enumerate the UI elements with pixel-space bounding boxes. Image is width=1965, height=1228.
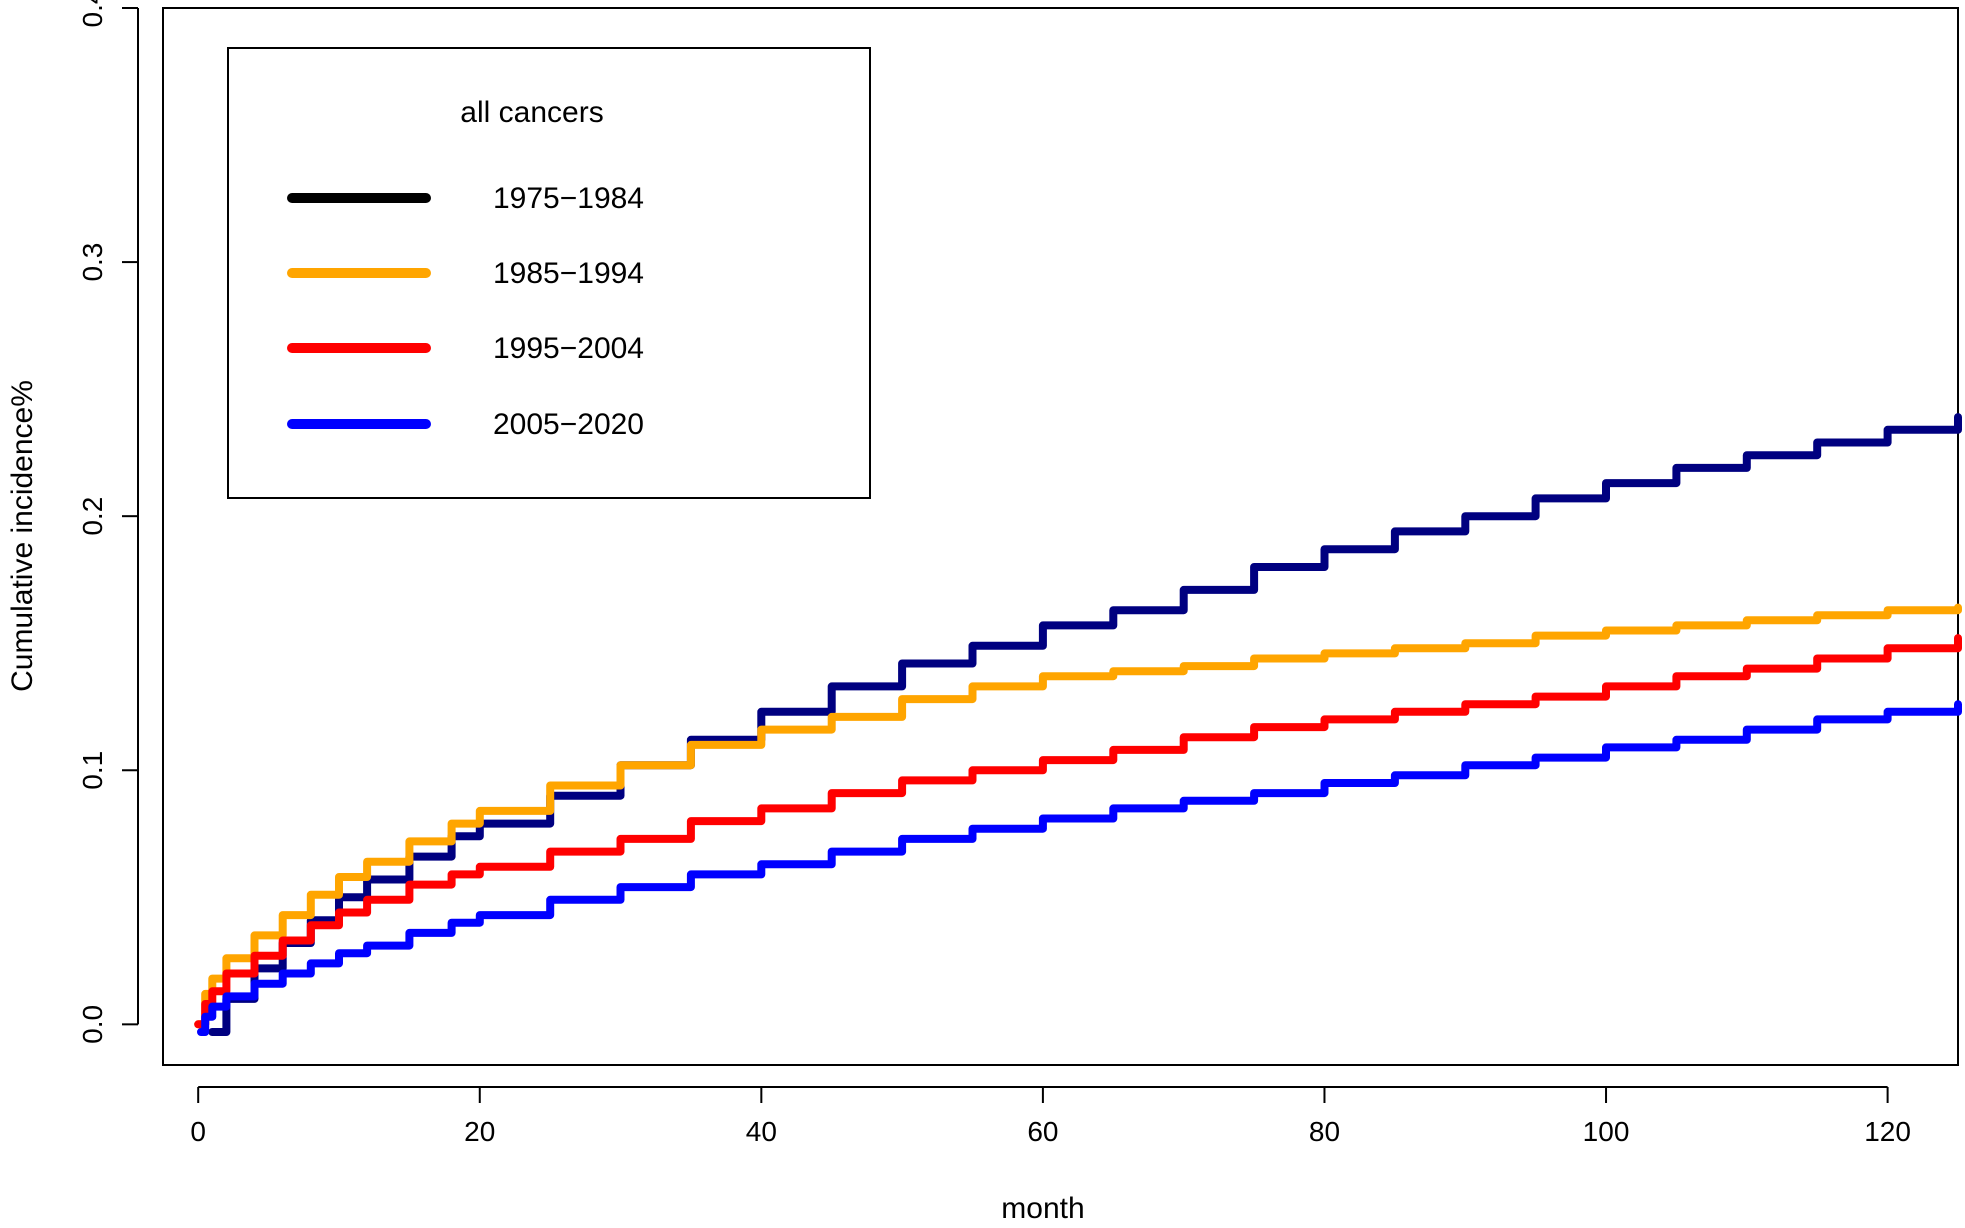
legend: all cancers 1975−1984 1985−1994 1995−2004 2… [227,47,871,499]
legend-label-1: 1975−1984 [493,182,644,215]
x-axis-title: month [1001,1192,1084,1225]
series-line-4 [197,700,1962,1036]
plot-frame [162,7,1959,1066]
x-tick-label: 60 [1027,1116,1058,1147]
y-tick-label: 0.0 [77,1005,108,1044]
y-axis-title: Cumulative incidence% [6,380,39,692]
series-layer [194,413,1962,1036]
y-tick-label: 0.4 [77,0,108,27]
x-tick-label: 80 [1309,1116,1340,1147]
legend-entries: 1975−1984 1985−1994 1995−2004 2005−2020 [287,182,644,441]
series-line-1 [208,413,1962,1036]
legend-label-3: 1995−2004 [493,332,644,365]
y-tick-label: 0.3 [77,243,108,282]
y-axis: 0.0 0.1 0.2 0.3 0.4 [77,0,139,1044]
x-tick-label: 0 [190,1116,206,1147]
x-axis: 0 20 40 60 80 100 120 [190,1086,1911,1147]
y-tick-label: 0.2 [77,497,108,536]
y-tick-label: 0.1 [77,751,108,790]
series-line-2 [194,603,1962,1029]
series-line-3 [194,634,1962,1029]
x-tick-label: 120 [1864,1116,1911,1147]
x-tick-label: 20 [464,1116,495,1147]
x-tick-label: 40 [746,1116,777,1147]
legend-title: all cancers [460,96,603,129]
x-tick-label: 100 [1583,1116,1630,1147]
legend-label-2: 1985−1994 [493,257,644,290]
legend-label-4: 2005−2020 [493,408,644,441]
